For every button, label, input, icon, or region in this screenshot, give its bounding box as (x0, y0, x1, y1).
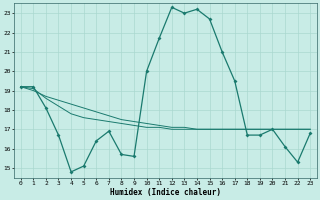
X-axis label: Humidex (Indice chaleur): Humidex (Indice chaleur) (110, 188, 221, 197)
